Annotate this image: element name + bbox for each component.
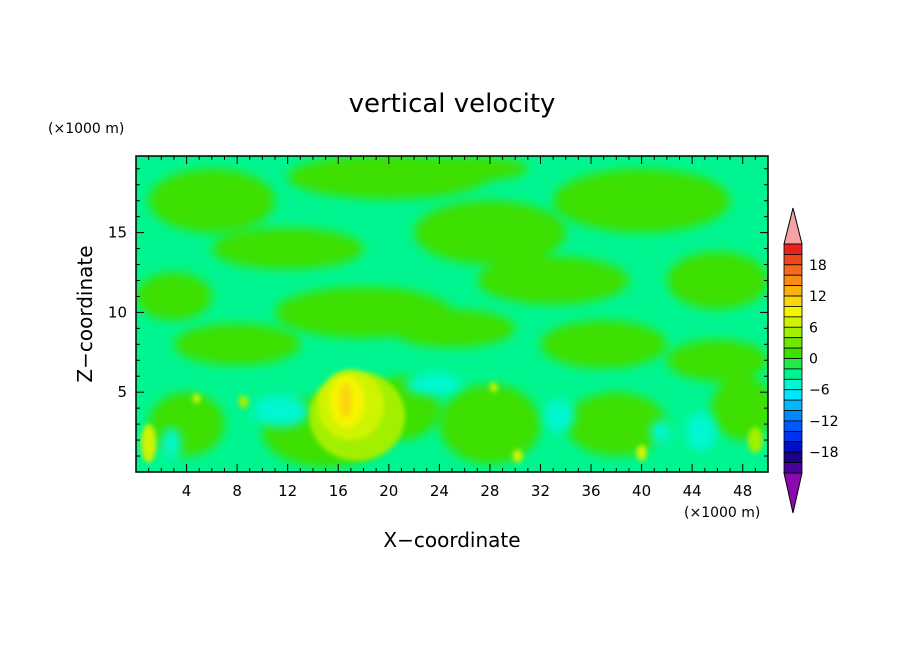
cyan-region <box>405 373 461 396</box>
cyan-region <box>650 419 671 445</box>
colorbar-label: −12 <box>809 414 839 430</box>
colorbar-swatch <box>783 399 803 411</box>
y-tick-labels: 5 10 15 <box>108 224 127 402</box>
green-region <box>565 392 667 457</box>
green-region <box>540 320 667 369</box>
green-region <box>666 339 768 382</box>
cyan-region <box>253 395 310 428</box>
green-region <box>414 200 566 265</box>
colorbar-label: 18 <box>809 258 827 274</box>
updraft-region <box>339 382 353 418</box>
updraft-region <box>512 449 523 463</box>
colorbar-top-arrow <box>783 207 803 245</box>
updraft-region <box>636 444 647 461</box>
colorbar-swatch <box>783 430 803 443</box>
green-region <box>477 256 629 305</box>
updraft-region <box>489 382 498 393</box>
colorbar-swatch <box>783 378 803 391</box>
y-axis-label: Z−coordinate <box>73 245 97 382</box>
updraft-region <box>141 424 157 463</box>
contour-field <box>136 156 768 472</box>
colorbar-swatch <box>783 451 803 463</box>
x-tick-label: 48 <box>733 482 752 500</box>
colorbar <box>783 207 803 514</box>
colorbar-labels: 18 12 6 0 −6 −12 −18 <box>809 258 839 461</box>
axis-ticks <box>136 156 768 472</box>
colorbar-swatch <box>783 295 803 307</box>
cyan-band-layer <box>161 373 717 460</box>
green-region <box>173 323 301 366</box>
colorbar-swatch <box>783 274 803 287</box>
updraft-region <box>747 427 763 453</box>
x-tick-label: 44 <box>683 482 702 500</box>
contour-blobs <box>136 156 768 468</box>
colorbar-bottom-arrow <box>783 472 803 514</box>
updraft-layer <box>141 369 763 463</box>
x-tick-label: 36 <box>581 482 600 500</box>
x-axis-label: X−coordinate <box>383 528 520 552</box>
colorbar-swatch <box>783 358 803 370</box>
y-tick-label: 10 <box>108 303 127 321</box>
x-tick-label: 28 <box>480 482 499 500</box>
x-axis-unit: (×1000 m) <box>684 505 760 521</box>
colorbar-label: 6 <box>809 320 818 336</box>
x-tick-label: 32 <box>531 482 550 500</box>
colorbar-swatch <box>783 306 803 318</box>
green-region <box>148 392 225 457</box>
colorbar-swatch <box>783 243 803 255</box>
colorbar-swatch <box>783 316 803 328</box>
colorbar-swatch <box>783 285 803 297</box>
cyan-region <box>161 427 182 460</box>
x-tick-labels: 4 8 12 16 20 24 28 32 36 40 44 48 <box>182 482 752 500</box>
green-region <box>401 156 528 182</box>
green-region <box>388 309 516 348</box>
green-region <box>211 227 364 270</box>
x-tick-label: 24 <box>430 482 449 500</box>
colorbar-swatch <box>783 326 803 339</box>
x-tick-label: 4 <box>182 482 192 500</box>
y-tick-label: 15 <box>108 224 127 242</box>
green-band-layer <box>136 156 768 468</box>
colorbar-label: −6 <box>809 383 830 399</box>
colorbar-swatch <box>783 368 803 380</box>
colorbar-swatch <box>783 264 803 276</box>
colorbar-label: 12 <box>809 289 827 305</box>
colorbar-swatch <box>783 462 803 474</box>
colorbar-swatch <box>783 254 803 266</box>
updraft-region <box>238 395 249 409</box>
colorbar-swatch <box>783 410 803 422</box>
green-region <box>666 251 768 310</box>
green-region <box>711 376 768 441</box>
colorbar-swatch <box>783 337 803 349</box>
green-region <box>439 384 541 465</box>
cyan-region <box>685 412 717 452</box>
colorbar-swatch <box>783 389 803 401</box>
cyan-region <box>544 400 575 433</box>
updraft-region <box>192 393 201 404</box>
x-tick-label: 16 <box>329 482 348 500</box>
green-region <box>148 168 276 233</box>
colorbar-swatch <box>783 441 803 453</box>
y-tick-label: 5 <box>117 383 127 401</box>
colorbar-swatch <box>783 347 803 359</box>
chart-title: vertical velocity <box>349 89 556 119</box>
y-axis-unit: (×1000 m) <box>48 121 124 137</box>
x-tick-label: 40 <box>632 482 651 500</box>
green-region <box>553 168 731 233</box>
colorbar-swatch <box>783 420 803 432</box>
green-region <box>136 272 212 321</box>
x-tick-label: 8 <box>232 482 242 500</box>
colorbar-label: −18 <box>809 445 839 461</box>
x-tick-label: 12 <box>278 482 297 500</box>
x-tick-label: 20 <box>379 482 398 500</box>
colorbar-label: 0 <box>809 352 818 368</box>
